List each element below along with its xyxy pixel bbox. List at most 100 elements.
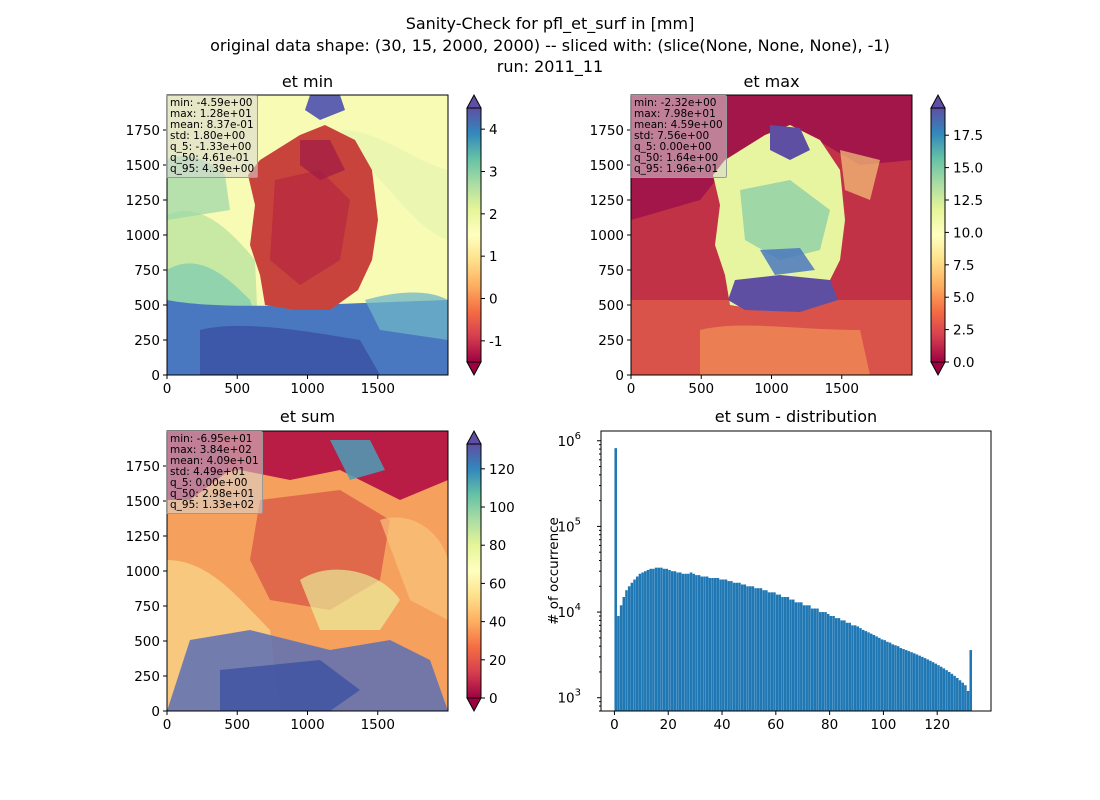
histogram-bar xyxy=(953,675,956,711)
y-tick-label: 106 xyxy=(557,431,581,450)
y-tick-label: 1250 xyxy=(126,193,160,209)
histogram-bar xyxy=(800,602,803,711)
y-tick-label: 1250 xyxy=(590,193,624,209)
stats-box-et-max: min: -2.32e+00 max: 7.98e+01 mean: 4.59e… xyxy=(630,95,727,178)
colorbar-tick-label: 2 xyxy=(489,207,498,223)
histogram-bar xyxy=(670,571,674,711)
x-tick-label: 0 xyxy=(163,717,172,733)
colorbar-tick-label: 1 xyxy=(489,249,498,265)
histogram-bar xyxy=(708,577,712,711)
y-tick-label: 250 xyxy=(134,333,160,349)
stat-line: q_95: 1.96e+01 xyxy=(634,163,719,175)
stat-line: min: -2.32e+00 xyxy=(634,97,717,109)
colorbar-tick-label: 20 xyxy=(489,653,506,669)
y-tick-label: 1250 xyxy=(126,529,160,545)
suptitle-line-3: run: 2011_11 xyxy=(496,57,604,76)
x-tick-label: 0 xyxy=(627,381,636,397)
x-tick-label: 100 xyxy=(871,717,897,733)
histogram-bar xyxy=(689,572,693,711)
x-tick-label: 60 xyxy=(767,717,784,733)
histogram-bar xyxy=(939,666,943,711)
suptitle-line-1: Sanity-Check for pfl_et_surf in [mm] xyxy=(405,14,695,33)
histogram-bar xyxy=(867,632,870,711)
histogram-bar xyxy=(907,651,911,711)
colorbar-tick-label: 120 xyxy=(489,462,515,478)
histogram-bar xyxy=(684,573,687,711)
y-tick-label: 250 xyxy=(134,669,160,685)
histogram-bar xyxy=(826,613,830,711)
stats-box-et-sum: min: -6.95e+01 max: 3.84e+02 mean: 4.09e… xyxy=(166,431,263,514)
x-tick-label: 500 xyxy=(224,381,250,397)
histogram-bar xyxy=(679,572,682,711)
histogram-bar xyxy=(835,618,838,711)
histogram-bar xyxy=(918,655,921,711)
histogram-bar xyxy=(859,628,862,711)
histogram-bar xyxy=(875,636,878,711)
colorbar-ticks: -1 0 1 2 3 4 0.0 2.5 5.0 7.5 10.0 12.5 15.0 17.5 0 20 40… xyxy=(481,122,983,707)
x-tick-label: 1000 xyxy=(290,717,324,733)
stat-line: q_50: 4.61e-01 xyxy=(170,152,250,164)
heatmap-et-max xyxy=(630,94,913,376)
histogram-bar xyxy=(913,653,916,711)
stat-line: q_95: 1.33e+02 xyxy=(170,499,255,511)
colorbar-tick-label: 3 xyxy=(489,165,498,181)
histogram-bar xyxy=(649,568,652,711)
histogram-bar xyxy=(625,590,628,711)
x-tick-label: 1000 xyxy=(754,381,788,397)
y-tick-label: 1500 xyxy=(126,494,160,510)
histogram-bar xyxy=(864,631,868,711)
histogram-bar xyxy=(926,659,929,711)
histogram-bar xyxy=(856,626,860,711)
colorbar-tick-label: 0 xyxy=(489,691,498,707)
suptitle-line-2: original data shape: (30, 15, 2000, 2000… xyxy=(210,36,890,55)
histogram-bar xyxy=(816,608,819,711)
histogram-bar xyxy=(824,612,827,711)
histogram-bar xyxy=(888,642,892,711)
histogram-bar xyxy=(681,573,685,711)
histogram-bar xyxy=(759,588,763,711)
histogram-bar xyxy=(921,656,924,711)
y-tick-label: 0 xyxy=(615,368,624,384)
histogram-bar xyxy=(789,599,792,711)
histogram-bar xyxy=(813,608,817,711)
x-tick-label: 500 xyxy=(224,717,250,733)
histogram-bar xyxy=(829,615,833,711)
histogram-bar xyxy=(633,579,636,711)
y-tick-label: 750 xyxy=(598,263,624,279)
colorbar-tick-label: 40 xyxy=(489,615,506,631)
histogram-bar xyxy=(934,663,938,711)
histogram-bar xyxy=(654,567,658,711)
colorbar-tick-label: 80 xyxy=(489,538,506,554)
stat-line: mean: 4.59e+00 xyxy=(634,119,723,131)
histogram-bar xyxy=(746,586,749,711)
histogram-bar xyxy=(676,572,679,711)
y-tick-label: 0 xyxy=(151,368,160,384)
colorbar-tick-label: 2.5 xyxy=(953,323,974,339)
histogram-bar xyxy=(878,637,881,711)
x-tick-label: 1500 xyxy=(825,381,859,397)
stat-line: min: -6.95e+01 xyxy=(170,433,253,445)
stat-line: min: -4.59e+00 xyxy=(170,97,253,109)
histogram-bar xyxy=(956,677,959,711)
stat-line: max: 3.84e+02 xyxy=(170,444,252,456)
histogram-bar xyxy=(794,602,798,711)
histogram-bar xyxy=(719,579,722,711)
histogram-bar xyxy=(851,625,854,711)
histogram-bar xyxy=(781,596,784,711)
histogram-bar xyxy=(929,660,932,711)
colorbar-tick-label: 4 xyxy=(489,122,498,138)
histogram-bar xyxy=(660,567,663,711)
histogram-bar xyxy=(692,573,695,711)
x-tick-label: 80 xyxy=(821,717,838,733)
stat-line: max: 1.28e+01 xyxy=(170,108,252,120)
panel-title-et-sum: et sum xyxy=(279,407,336,426)
histogram-bar xyxy=(947,671,951,711)
y-tick-label: 1500 xyxy=(590,158,624,174)
histogram-bar xyxy=(738,582,741,711)
histogram-bar xyxy=(872,634,876,711)
histogram-bar xyxy=(770,592,773,711)
y-tick-label: 1000 xyxy=(126,564,160,580)
histogram-bar xyxy=(765,590,768,711)
histogram-bar xyxy=(673,571,677,711)
